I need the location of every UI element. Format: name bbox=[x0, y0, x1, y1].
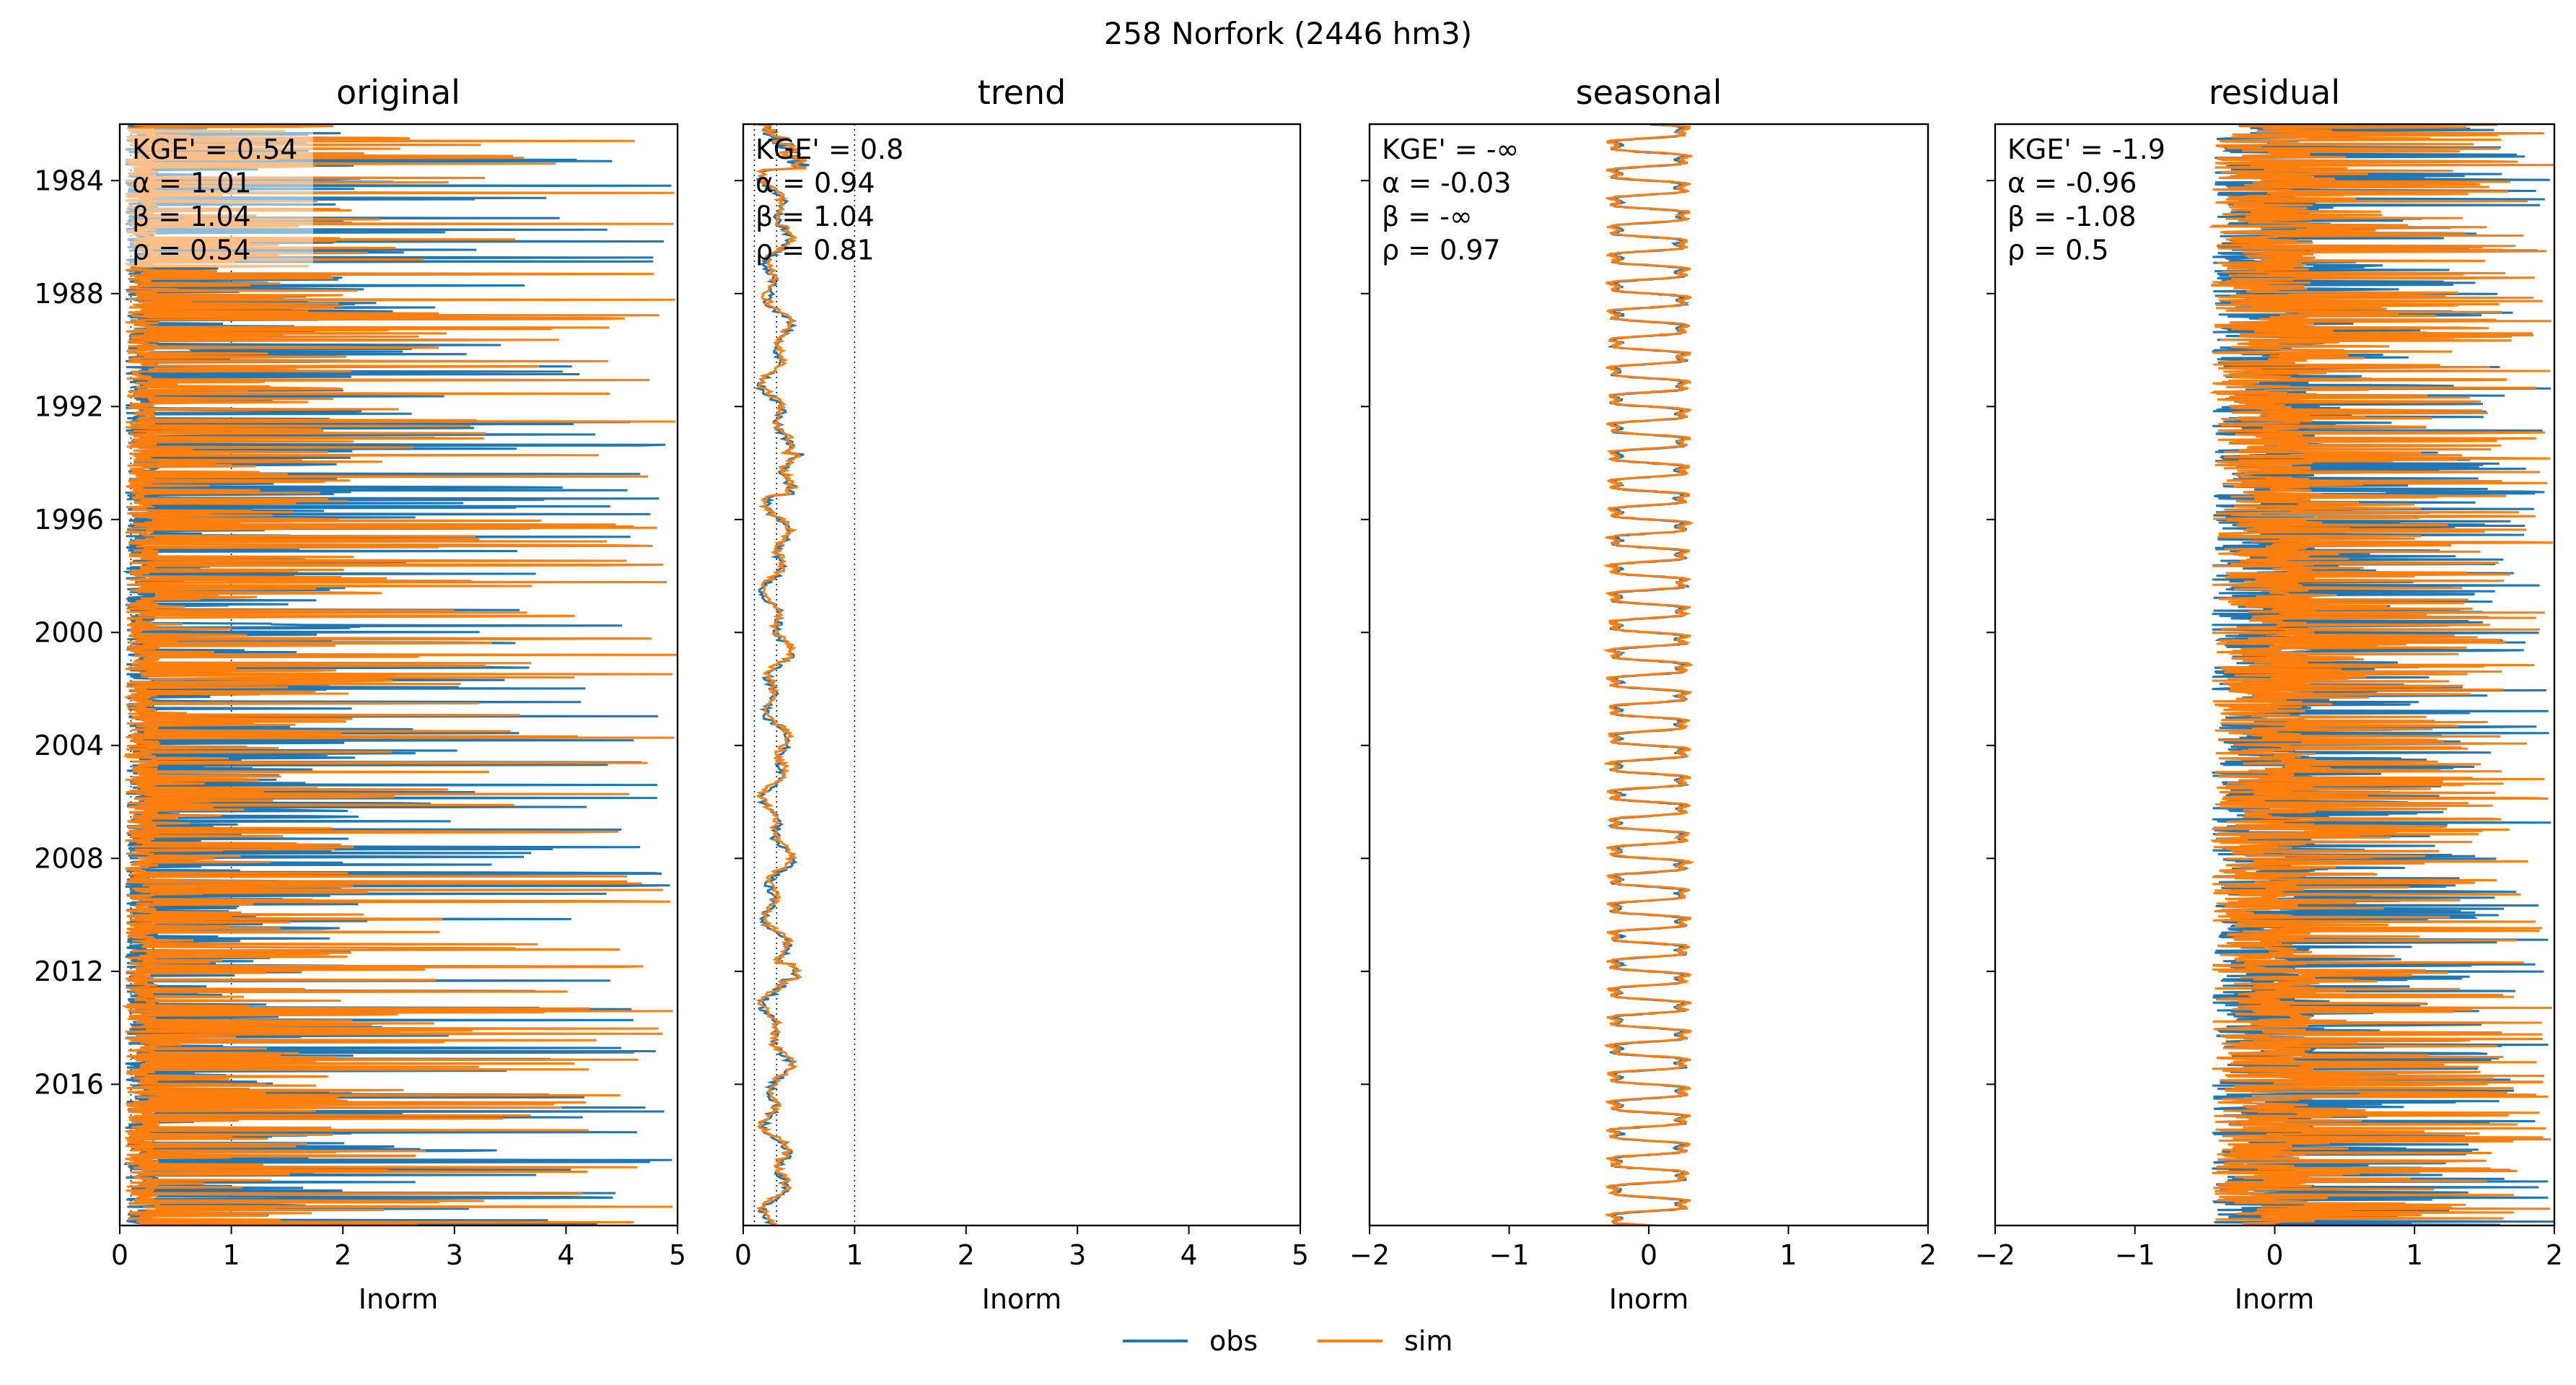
panel-seasonal-xlabel: Inorm bbox=[1609, 1283, 1689, 1315]
panel-original-xtick-label: 4 bbox=[557, 1239, 574, 1271]
panel-trend-plot: 0 1 2 3 4 5 KGE' = 0.8α = 0.94β = 1.04ρ = 0.81 bbox=[735, 123, 1309, 1271]
panel-residual-xtick-label: −2 bbox=[1975, 1239, 2015, 1271]
panel-residual-metric: ρ = 0.5 bbox=[2007, 235, 2109, 266]
legend-obs-label: obs bbox=[1209, 1325, 1258, 1357]
panel-original-xtick-label: 5 bbox=[669, 1239, 686, 1271]
panel-trend-title: trend bbox=[978, 73, 1066, 112]
panel-original-title: original bbox=[336, 73, 460, 112]
panel-trend-xtick-label: 2 bbox=[958, 1239, 975, 1271]
panel-original-ytick-label: 2004 bbox=[34, 730, 104, 761]
panel-original-ytick-label: 2008 bbox=[34, 842, 104, 874]
panel-residual-xtick-label: 0 bbox=[2266, 1239, 2283, 1271]
panel-trend-frame bbox=[742, 123, 1302, 1227]
panel-residual-sim-series bbox=[2208, 124, 2554, 1225]
panel-original-ytick-label: 1984 bbox=[34, 165, 104, 196]
panel-residual-metric: KGE' = -1.9 bbox=[2007, 134, 2165, 165]
panel-original-series bbox=[121, 124, 678, 1225]
panel-trend-sim-series bbox=[755, 124, 807, 1225]
panel-residual-metric: β = -1.08 bbox=[2007, 201, 2137, 232]
panel-residual-title: residual bbox=[2209, 73, 2340, 112]
panel-residual: residual −2 −1 0 1 2 KGE' = -1.9α = -0.96β = … bbox=[1975, 73, 2563, 1315]
panel-seasonal-metric: ρ = 0.97 bbox=[1382, 235, 1501, 266]
panel-original: original 0 1 2 3 4 5 1984 1988 1992 1996 2000 2004 2… bbox=[34, 73, 686, 1315]
panel-trend-xtick-label: 5 bbox=[1292, 1239, 1309, 1271]
panel-seasonal-metric: α = -0.03 bbox=[1382, 167, 1511, 199]
panel-original-xlabel: Inorm bbox=[359, 1283, 439, 1315]
panel-trend-xtick-label: 3 bbox=[1069, 1239, 1086, 1271]
panel-trend-metric: β = 1.04 bbox=[755, 201, 875, 232]
figure-suptitle: 258 Norfork (2446 hm3) bbox=[1104, 16, 1473, 51]
panel-seasonal-series bbox=[1603, 124, 1695, 1225]
panel-trend-xtick-label: 0 bbox=[735, 1239, 752, 1271]
panel-seasonal-xtick-label: −1 bbox=[1489, 1239, 1529, 1271]
panel-original-metric: KGE' = 0.54 bbox=[132, 134, 297, 165]
panel-trend-xtick-label: 1 bbox=[846, 1239, 863, 1271]
panel-seasonal-metric: KGE' = -∞ bbox=[1382, 134, 1519, 165]
panel-residual-xlabel: Inorm bbox=[2235, 1283, 2315, 1315]
legend-sim-label: sim bbox=[1404, 1325, 1453, 1357]
panel-original-ytick-label: 1996 bbox=[34, 504, 104, 536]
panel-original-sim-series bbox=[121, 124, 678, 1225]
panel-trend-metric: α = 0.94 bbox=[755, 167, 875, 199]
panel-residual-metric: α = -0.96 bbox=[2007, 167, 2137, 199]
panel-original-metrics-box bbox=[124, 128, 313, 267]
panel-original-metric: β = 1.04 bbox=[132, 201, 251, 232]
panel-residual-xtick-label: 1 bbox=[2406, 1239, 2423, 1271]
panel-seasonal-xtick-label: 1 bbox=[1779, 1239, 1797, 1271]
legend: obs sim bbox=[1123, 1325, 1453, 1357]
panel-trend-metric: ρ = 0.81 bbox=[755, 235, 875, 266]
panel-original-metric: ρ = 0.54 bbox=[132, 235, 251, 266]
panel-original-frame bbox=[118, 123, 679, 1227]
panel-original-xtick-label: 0 bbox=[111, 1239, 128, 1271]
panel-original-ytick-label: 2016 bbox=[34, 1068, 104, 1100]
panel-original-ytick-label: 1992 bbox=[34, 390, 104, 422]
panel-seasonal-xtick-label: −2 bbox=[1349, 1239, 1390, 1271]
panel-original-xtick-label: 1 bbox=[223, 1239, 240, 1271]
panel-seasonal-sim-series bbox=[1603, 124, 1695, 1225]
panel-trend-xtick-label: 4 bbox=[1180, 1239, 1198, 1271]
panel-seasonal: seasonal −2 −1 0 1 2 KGE' = -∞α = -0.03β = -∞… bbox=[1349, 73, 1937, 1315]
panel-residual-plot: −2 −1 0 1 2 KGE' = -1.9α = -0.96β = -1.08ρ = … bbox=[1975, 123, 2563, 1271]
panel-residual-xtick-label: −1 bbox=[2115, 1239, 2155, 1271]
panel-original-metric: α = 1.01 bbox=[132, 167, 252, 199]
panel-seasonal-title: seasonal bbox=[1576, 73, 1722, 112]
panel-original-xtick-label: 2 bbox=[334, 1239, 351, 1271]
panel-residual-xtick-label: 2 bbox=[2546, 1239, 2563, 1271]
panel-seasonal-plot: −2 −1 0 1 2 KGE' = -∞α = -0.03β = -∞ρ = 0.97 bbox=[1349, 123, 1937, 1271]
panel-trend-xlabel: Inorm bbox=[982, 1283, 1062, 1315]
panel-original-xtick-label: 3 bbox=[446, 1239, 463, 1271]
panel-original-plot: 0 1 2 3 4 5 1984 1988 1992 1996 2000 2004 2008 2012 20… bbox=[34, 123, 686, 1271]
panel-seasonal-metric: β = -∞ bbox=[1382, 201, 1473, 232]
panel-original-ytick-label: 1988 bbox=[34, 278, 104, 310]
panel-original-ytick-label: 2000 bbox=[34, 616, 104, 648]
panel-trend-series bbox=[753, 124, 856, 1225]
panel-seasonal-xtick-label: 2 bbox=[1919, 1239, 1937, 1271]
panel-original-ytick-label: 2012 bbox=[34, 956, 104, 987]
panel-trend-metric: KGE' = 0.8 bbox=[755, 134, 903, 165]
panel-residual-series bbox=[2208, 124, 2554, 1225]
panel-seasonal-xtick-label: 0 bbox=[1640, 1239, 1657, 1271]
panel-trend: trend 0 1 2 3 4 5 KGE' = 0.8α = 0.94β = 1.04ρ … bbox=[735, 73, 1309, 1315]
